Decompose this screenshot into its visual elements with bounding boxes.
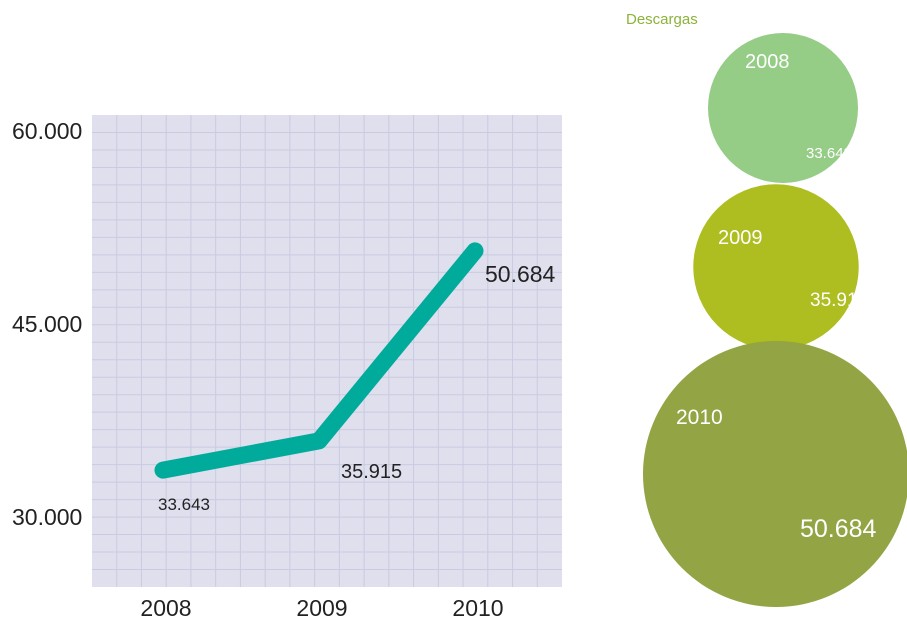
y-tick-label: 45.000 (12, 311, 82, 337)
y-tick-label: 60.000 (12, 118, 82, 144)
bubble-chart: Descargas 2008 33.643 2009 35.915 2010 50.684 (626, 11, 907, 607)
bubble (693, 184, 859, 350)
data-label: 50.684 (485, 261, 556, 287)
x-tick-label: 2008 (140, 595, 191, 621)
bubble-year-label: 2010 (676, 406, 723, 429)
data-labels: 33.643 35.915 50.684 (158, 261, 556, 514)
bubble-year-label: 2009 (718, 227, 763, 249)
grid (92, 115, 562, 587)
y-tick-label: 30.000 (12, 504, 82, 530)
bubble-value-label: 33.643 (806, 145, 852, 162)
bubbles: 2008 33.643 2009 35.915 2010 50.684 (643, 33, 907, 607)
x-axis-ticks: 2008 2009 2010 (140, 595, 503, 621)
y-axis-ticks: 30.000 45.000 60.000 (12, 118, 82, 530)
bubble (708, 33, 858, 183)
bubble-chart-title: Descargas (626, 11, 698, 28)
line-chart: 30.000 45.000 60.000 2008 2009 2010 33.643 35… (12, 115, 562, 621)
bubble-value-label: 50.684 (800, 515, 877, 543)
bubble-value-label: 35.915 (810, 290, 868, 311)
x-tick-label: 2009 (296, 595, 347, 621)
x-tick-label: 2010 (452, 595, 503, 621)
bubble (643, 341, 907, 607)
plot-area (92, 115, 562, 587)
line-series (154, 242, 484, 479)
data-label: 33.643 (158, 495, 210, 514)
bubble-year-label: 2008 (745, 51, 790, 73)
data-label: 35.915 (341, 461, 402, 483)
